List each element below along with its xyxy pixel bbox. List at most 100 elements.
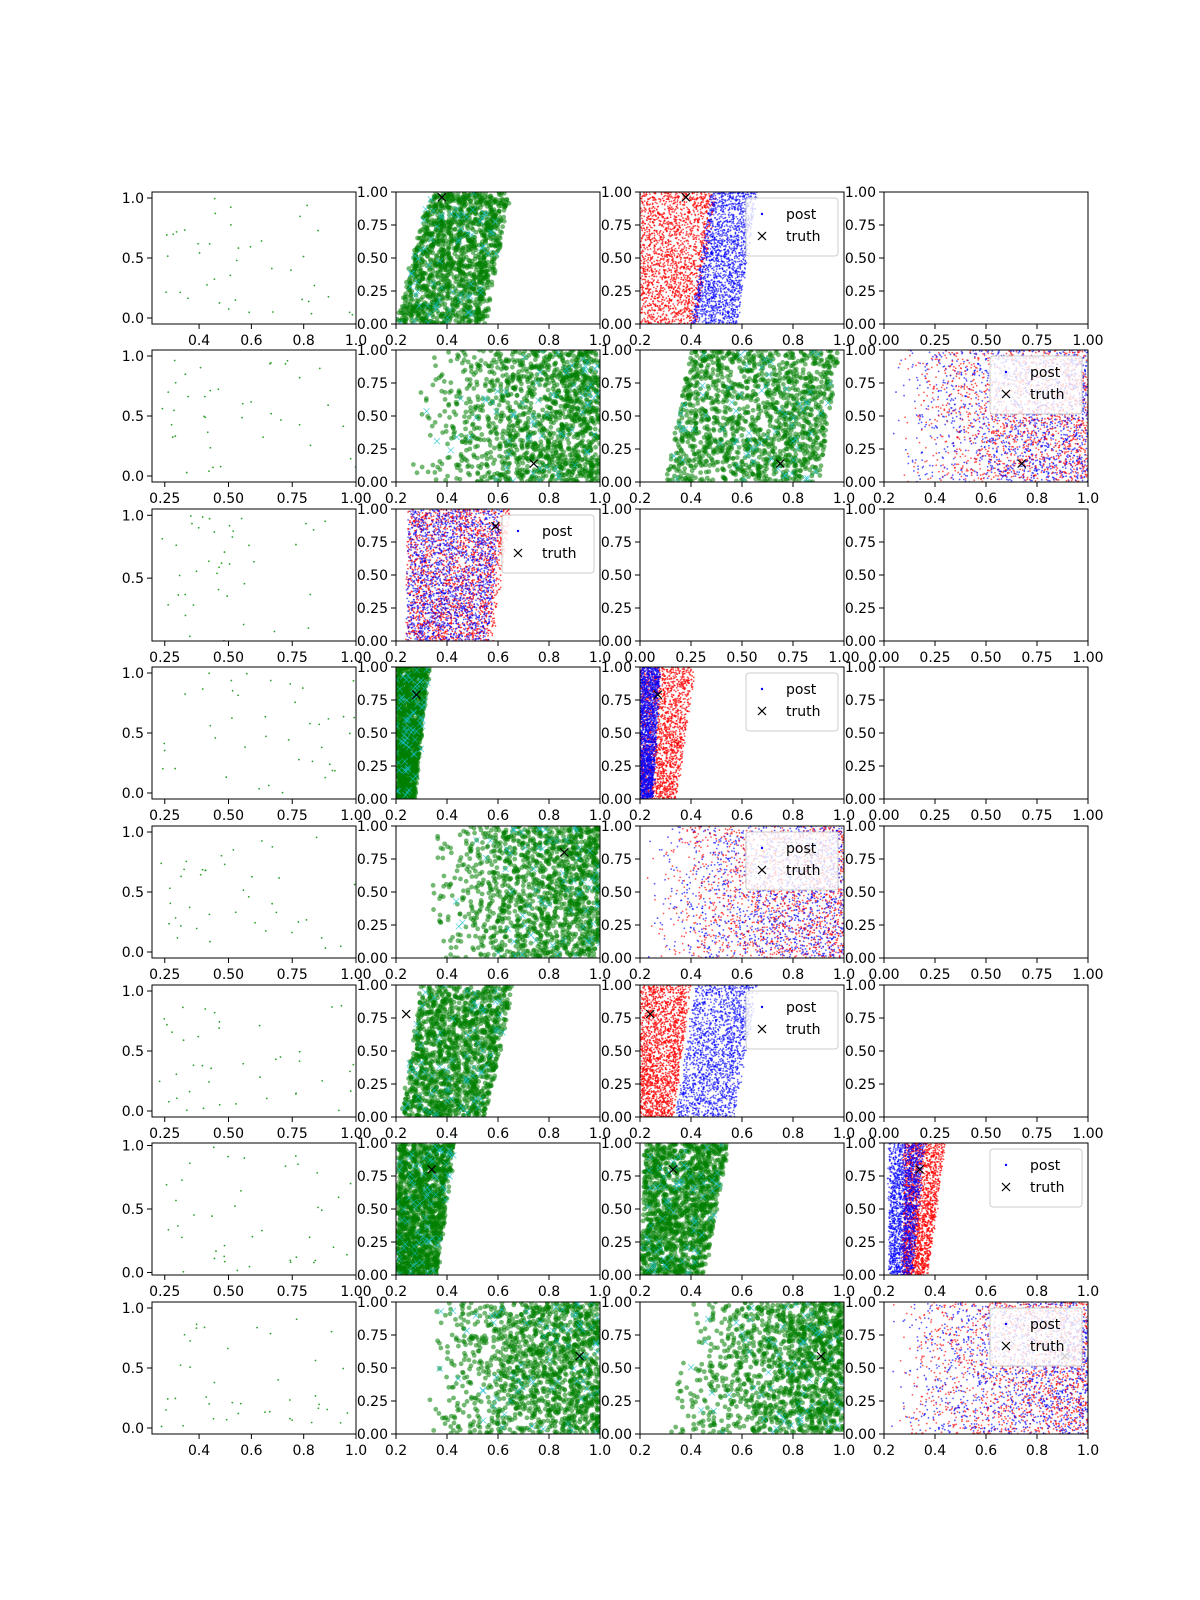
post-point bbox=[683, 251, 686, 253]
prior-marker bbox=[468, 231, 476, 238]
post-point bbox=[716, 309, 719, 311]
post-point bbox=[661, 240, 664, 243]
post-point bbox=[678, 255, 681, 257]
post-point bbox=[727, 209, 730, 212]
post-point bbox=[740, 244, 743, 247]
sample-point bbox=[436, 238, 442, 244]
post-point bbox=[663, 212, 666, 215]
post-point bbox=[680, 215, 683, 217]
sample-point bbox=[460, 213, 465, 219]
sample-point bbox=[482, 313, 488, 319]
post-point bbox=[672, 224, 674, 226]
sample-point bbox=[418, 306, 423, 312]
sample-point bbox=[445, 261, 451, 266]
post-point bbox=[645, 228, 648, 230]
post-point bbox=[655, 243, 658, 245]
post-point bbox=[643, 204, 645, 207]
post-point bbox=[743, 247, 746, 250]
post-point bbox=[730, 205, 733, 207]
sample-point bbox=[406, 287, 411, 293]
post-point bbox=[737, 296, 740, 299]
post-point bbox=[735, 279, 737, 282]
prior-marker bbox=[457, 291, 465, 299]
post-point bbox=[684, 281, 687, 283]
post-point bbox=[673, 282, 676, 285]
post-point bbox=[682, 279, 685, 282]
post-point bbox=[701, 321, 704, 323]
sample-point bbox=[446, 245, 452, 251]
post-point bbox=[651, 207, 653, 210]
post-point bbox=[708, 313, 711, 316]
post-point bbox=[685, 274, 687, 277]
post-point bbox=[666, 242, 669, 244]
post-point bbox=[644, 281, 647, 284]
prior-marker bbox=[454, 238, 462, 245]
post-point bbox=[675, 230, 678, 233]
post-point bbox=[693, 202, 696, 205]
obs-point bbox=[206, 283, 208, 286]
post-point bbox=[650, 241, 653, 244]
y-tick-label: 1.00 bbox=[357, 185, 388, 201]
post-point bbox=[708, 234, 711, 237]
post-point bbox=[668, 275, 670, 278]
post-point bbox=[678, 201, 681, 204]
x-tick-label: 0.8 bbox=[293, 333, 315, 349]
post-point bbox=[702, 292, 704, 295]
post-point bbox=[662, 263, 665, 266]
post-point bbox=[676, 196, 679, 199]
post-point bbox=[716, 213, 719, 216]
post-point bbox=[699, 258, 702, 261]
obs-point bbox=[290, 269, 292, 271]
post-point bbox=[655, 252, 658, 255]
post-point bbox=[668, 211, 671, 214]
post-point bbox=[641, 272, 643, 275]
post-point bbox=[698, 275, 701, 278]
post-point bbox=[671, 320, 674, 323]
sample-point bbox=[436, 280, 442, 286]
sample-point bbox=[462, 287, 467, 292]
post-point bbox=[732, 218, 735, 221]
post-point bbox=[678, 292, 681, 295]
post-point bbox=[688, 309, 691, 312]
sample-point bbox=[450, 219, 456, 224]
post-point bbox=[700, 272, 703, 274]
sample-point bbox=[445, 219, 451, 225]
obs-point bbox=[213, 197, 216, 200]
post-point bbox=[739, 220, 742, 223]
post-point bbox=[669, 240, 672, 243]
post-point bbox=[676, 241, 679, 244]
sample-point bbox=[430, 231, 436, 237]
prior-marker bbox=[420, 217, 428, 224]
post-point bbox=[678, 288, 681, 290]
post-point bbox=[689, 229, 692, 232]
post-point bbox=[643, 206, 646, 209]
post-point bbox=[641, 299, 644, 302]
sample-point bbox=[459, 209, 465, 214]
post-point bbox=[674, 307, 677, 309]
sample-point bbox=[477, 297, 483, 302]
post-point bbox=[651, 278, 654, 280]
post-point bbox=[667, 267, 670, 270]
post-point bbox=[649, 309, 652, 312]
post-point bbox=[667, 220, 670, 223]
post-point bbox=[723, 270, 726, 272]
post-point bbox=[700, 277, 702, 280]
post-point bbox=[707, 201, 710, 204]
prior-marker bbox=[478, 244, 485, 252]
post-point bbox=[696, 234, 698, 237]
post-point bbox=[675, 224, 678, 227]
post-point bbox=[672, 208, 674, 210]
post-point bbox=[642, 269, 645, 272]
sample-point bbox=[445, 285, 451, 291]
post-point bbox=[699, 212, 702, 215]
post-point bbox=[656, 317, 659, 320]
post-point bbox=[700, 276, 702, 278]
post-point bbox=[665, 318, 668, 321]
prior-marker bbox=[436, 257, 444, 265]
post-point bbox=[642, 224, 644, 227]
post-point bbox=[726, 195, 729, 198]
post-point bbox=[701, 283, 703, 286]
post-point bbox=[707, 231, 710, 234]
post-point bbox=[724, 315, 727, 318]
post-point bbox=[688, 269, 691, 271]
